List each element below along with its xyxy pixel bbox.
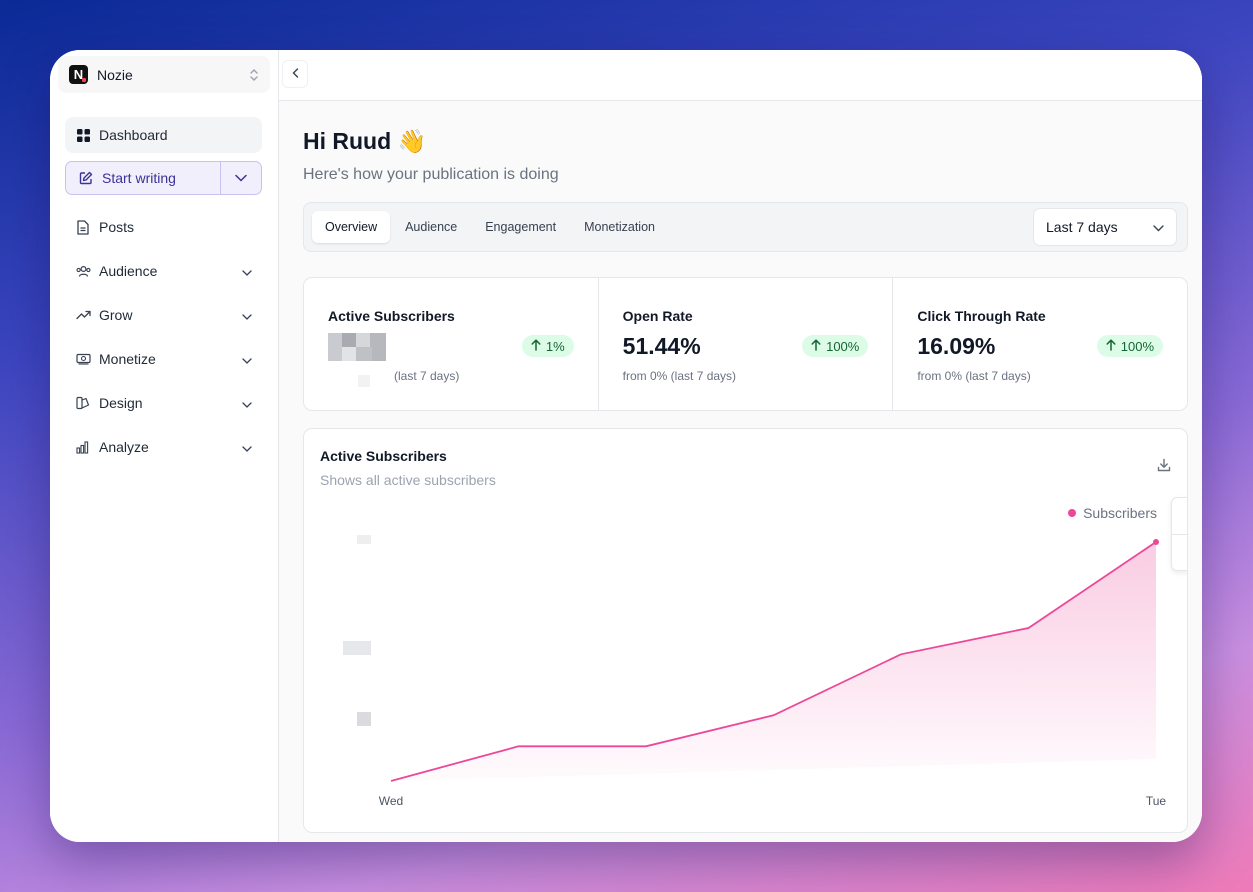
tab-monetization[interactable]: Monetization <box>584 220 655 234</box>
arrow-up-icon <box>531 338 541 354</box>
sidebar-item-grow[interactable]: Grow <box>65 297 262 333</box>
stat-click-through-rate: Click Through Rate 16.09% from 0% (last … <box>893 278 1187 410</box>
sidebar-item-label: Analyze <box>99 439 149 455</box>
main-area: Hi Ruud 👋 Here's how your publication is… <box>279 50 1202 842</box>
badge-value: 1% <box>545 338 565 354</box>
sidebar-item-audience[interactable]: Audience <box>65 253 262 289</box>
redacted-y-label <box>343 641 371 655</box>
sidebar-item-analyze[interactable]: Analyze <box>65 429 262 465</box>
stat-active-subscribers: Active Subscribers (last 7 days) 1% <box>304 278 599 410</box>
stat-sub: from 0% (last 7 days) <box>917 369 1031 383</box>
dashboard-tabs: Overview Audience Engagement Monetizatio… <box>303 202 1188 252</box>
stat-value: 16.09% <box>917 333 996 359</box>
date-range-value: Last 7 days <box>1046 219 1118 235</box>
subscribers-area-chart: Wed Tue <box>343 535 1167 808</box>
arrow-up-icon <box>1106 338 1116 354</box>
download-icon[interactable] <box>1157 458 1171 477</box>
chart-side-panel[interactable] <box>1171 497 1187 571</box>
legend-label: Subscribers <box>1083 505 1157 521</box>
active-subscribers-chart-card: Active Subscribers Shows all active subs… <box>303 428 1188 833</box>
money-icon <box>75 351 91 367</box>
series-line-subscribers <box>390 541 1157 782</box>
x-tick-label: Tue <box>1146 794 1167 808</box>
grid-icon <box>75 127 91 143</box>
workspace-logo: N <box>69 65 88 84</box>
start-writing-dropdown[interactable] <box>220 162 261 194</box>
sidebar-item-monetize[interactable]: Monetize <box>65 341 262 377</box>
workspace-name: Nozie <box>97 66 133 83</box>
legend-swatch <box>1068 509 1077 517</box>
page-subtitle: Here's how your publication is doing <box>303 166 559 183</box>
sidebar-item-label: Audience <box>99 263 158 279</box>
redacted-value <box>358 375 370 387</box>
chevron-down-icon <box>1153 219 1164 235</box>
palette-icon <box>75 395 91 411</box>
sidebar-nav: Dashboard Start writing <box>65 117 262 473</box>
stat-value: 51.44% <box>622 333 701 359</box>
sidebar: N Nozie Dashboard Start writing <box>50 50 279 842</box>
top-bar <box>279 50 1202 101</box>
start-writing-split-button: Start writing <box>65 161 262 195</box>
start-writing-button[interactable]: Start writing <box>66 162 220 194</box>
chevron-down-icon <box>242 439 252 455</box>
redacted-y-label <box>357 712 371 726</box>
series-area <box>391 542 1156 781</box>
stat-sub: (last 7 days) <box>394 369 460 383</box>
edit-icon <box>78 170 94 186</box>
data-point[interactable] <box>1153 539 1159 545</box>
chevron-down-icon <box>235 169 247 187</box>
stats-row: Active Subscribers (last 7 days) 1% Open… <box>303 277 1188 411</box>
sidebar-item-label: Grow <box>99 307 133 323</box>
sidebar-item-label: Dashboard <box>99 127 168 143</box>
sidebar-item-dashboard[interactable]: Dashboard <box>65 117 262 153</box>
chevron-down-icon <box>242 263 252 279</box>
sidebar-item-label: Monetize <box>99 351 156 367</box>
collapse-sidebar-button[interactable] <box>282 60 308 88</box>
chart-subtitle: Shows all active subscribers <box>320 472 496 488</box>
trending-up-icon <box>75 307 91 323</box>
chevron-down-icon <box>242 307 252 323</box>
stat-label: Open Rate <box>622 308 693 324</box>
chevron-left-icon <box>292 65 299 83</box>
tab-overview[interactable]: Overview <box>312 211 391 243</box>
badge-value: 100% <box>826 338 860 354</box>
chevron-up-down-icon <box>249 68 259 82</box>
sidebar-item-posts[interactable]: Posts <box>65 209 262 245</box>
sidebar-item-label: Design <box>99 395 143 411</box>
app-window: N Nozie Dashboard Start writing <box>50 50 1202 842</box>
stat-label: Active Subscribers <box>328 308 455 324</box>
stat-label: Click Through Rate <box>917 308 1046 324</box>
chart-title: Active Subscribers <box>320 448 447 464</box>
chevron-down-icon <box>242 395 252 411</box>
badge-value: 100% <box>1120 338 1155 354</box>
arrow-up-icon <box>811 338 821 354</box>
stat-sub: from 0% (last 7 days) <box>622 369 737 383</box>
redacted-y-label <box>357 535 371 544</box>
page-title: Hi Ruud 👋 <box>303 128 427 154</box>
date-range-select[interactable]: Last 7 days <box>1033 208 1177 246</box>
tab-engagement[interactable]: Engagement <box>485 220 557 234</box>
sidebar-item-label: Posts <box>99 219 135 235</box>
status-badge: 100% <box>1096 335 1164 357</box>
tab-audience[interactable]: Audience <box>405 220 458 234</box>
chart-legend: Subscribers <box>1068 505 1157 521</box>
status-badge: 1% <box>521 335 574 357</box>
start-writing-label: Start writing <box>102 170 176 186</box>
redacted-value <box>328 333 386 361</box>
workspace-switcher[interactable]: N Nozie <box>58 56 270 93</box>
bar-chart-icon <box>75 439 91 455</box>
chevron-down-icon <box>242 351 252 367</box>
x-tick-label: Wed <box>379 794 403 808</box>
sidebar-item-design[interactable]: Design <box>65 385 262 421</box>
document-icon <box>75 219 91 235</box>
status-badge: 100% <box>802 335 869 357</box>
stat-open-rate: Open Rate 51.44% from 0% (last 7 days) 1… <box>599 278 894 410</box>
dashboard-content: Hi Ruud 👋 Here's how your publication is… <box>303 101 1188 833</box>
users-icon <box>75 263 91 279</box>
